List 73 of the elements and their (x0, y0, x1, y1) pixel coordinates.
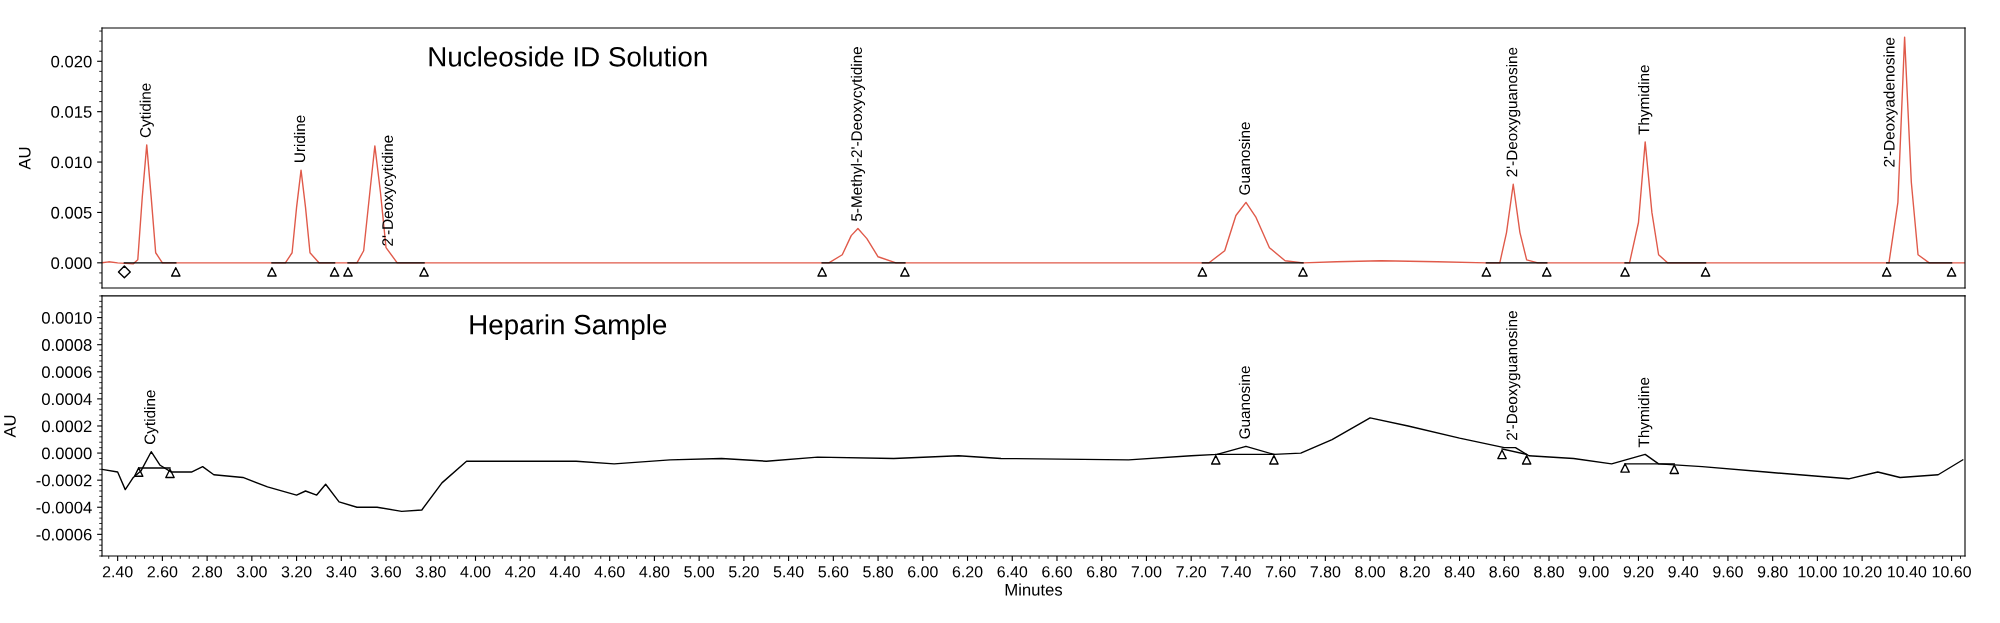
x-tick-label: 10.40 (1888, 566, 1927, 578)
x-tick-label: 6.60 (1042, 566, 1072, 578)
x-tick-label: 9.80 (1757, 566, 1788, 578)
y-tick-label: -0.0006 (36, 528, 92, 541)
x-tick-label: 6.00 (908, 566, 938, 578)
annotation: Uridine (293, 115, 306, 162)
x-tick-label: 10.00 (1798, 566, 1837, 578)
annotation: Thymidine (1638, 377, 1653, 448)
x-tick-label: 5.40 (773, 566, 804, 578)
x-tick-label: 7.80 (1310, 566, 1341, 578)
y-tick-label: 0.0006 (41, 366, 92, 378)
x-tick-label: 9.20 (1623, 566, 1654, 578)
x-tick-label: 3.40 (326, 566, 357, 578)
text: Heparin Sample (470, 314, 667, 341)
x-tick-label: 10.20 (1843, 566, 1882, 578)
y-tick-label: 0.0000 (41, 447, 92, 460)
x-tick-label: 5.20 (728, 566, 759, 578)
x-tick-label: 3.60 (371, 566, 401, 578)
x-tick-label: 4.20 (505, 566, 536, 578)
annotation: Guanosine (1238, 366, 1251, 439)
x-tick-label: 3.20 (281, 566, 312, 578)
x-tick-label: 8.20 (1399, 566, 1430, 578)
annotation: Cytidine (144, 390, 159, 444)
x-tick-label: 5.60 (818, 566, 849, 578)
y-tick-label: 0.015 (51, 106, 92, 118)
x-tick-label: 8.60 (1489, 566, 1520, 578)
x-tick-label: 6.20 (952, 566, 983, 578)
x-tick-label: 3.80 (415, 566, 446, 578)
y-axis-title: AU (18, 147, 31, 170)
y-tick-label: -0.0002 (36, 474, 92, 487)
annotation: Guanosine (1238, 122, 1251, 195)
x-tick-label: 7.60 (1265, 566, 1296, 578)
y-tick-label: 0.0008 (41, 339, 92, 351)
x-tick-label: 4.40 (549, 566, 580, 578)
annotation: 5-Methyl-2'-Deoxycytidine (850, 47, 866, 222)
x-tick-label: 2.40 (102, 566, 133, 578)
y-tick-label: 0.0004 (41, 393, 92, 406)
x-tick-label: 4.80 (639, 566, 670, 578)
annotation: 2'-Deoxyadenosine (1883, 37, 1898, 167)
y-tick-label: 0.020 (51, 55, 92, 68)
x-tick-label: 8.80 (1534, 566, 1564, 578)
y-tick-label: 0.000 (51, 257, 92, 270)
y-axis-title: AU (4, 415, 16, 438)
x-tick-label: 9.60 (1713, 566, 1743, 578)
x-tick-label: 8.40 (1444, 566, 1475, 578)
x-tick-label: 5.00 (684, 566, 715, 578)
x-tick-label: 7.00 (1131, 566, 1162, 578)
x-tick-label: 7.20 (1176, 566, 1207, 578)
y-tick-label: -0.0004 (36, 501, 92, 514)
x-tick-label: 3.00 (236, 566, 267, 578)
x-tick-label: 6.80 (1086, 566, 1117, 578)
x-tick-label: 2.60 (147, 566, 178, 578)
y-tick-label: 0.010 (51, 156, 92, 169)
x-tick-label: 9.00 (1578, 566, 1609, 578)
x-tick-label: 9.40 (1668, 566, 1699, 578)
x-axis-title: Minutes (1005, 583, 1063, 596)
x-tick-label: 10.60 (1932, 566, 1971, 578)
x-tick-label: 7.40 (1221, 566, 1251, 578)
x-tick-label: 4.60 (594, 566, 625, 578)
annotation: 2'-Deoxyguanosine (1506, 47, 1521, 177)
x-tick-label: 4.00 (460, 566, 491, 578)
annotation: Cytidine (139, 83, 154, 138)
y-tick-label: 0.0010 (41, 312, 92, 324)
x-tick-label: 6.40 (997, 566, 1028, 578)
y-tick-label: 0.005 (51, 206, 92, 219)
annotation: Thymidine (1638, 65, 1653, 135)
y-tick-label: 0.0002 (41, 420, 92, 433)
x-tick-label: 2.80 (192, 566, 223, 578)
x-tick-label: 8.00 (1355, 566, 1386, 578)
x-tick-label: 5.80 (863, 566, 893, 578)
text: Nucleoside ID Solution (429, 46, 707, 67)
annotation: 2'-Deoxyguanosine (1506, 311, 1521, 440)
annotation: 2'-Deoxycytidine (381, 135, 397, 246)
